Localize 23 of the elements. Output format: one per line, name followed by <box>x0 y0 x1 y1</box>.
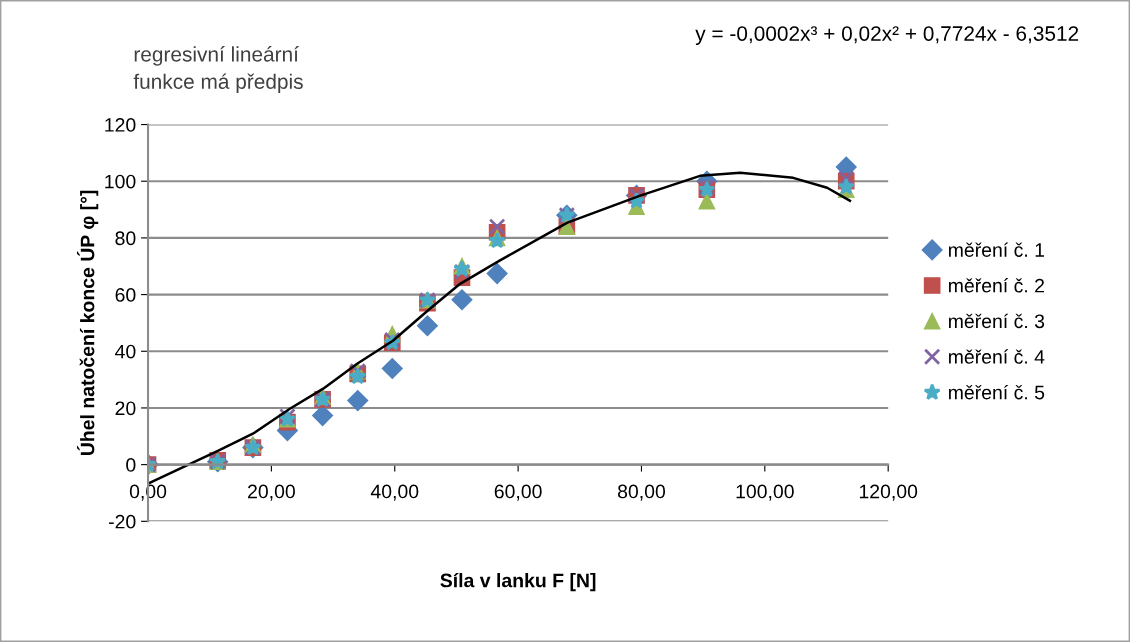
legend-label: měření č. 4 <box>949 349 1045 364</box>
legend-label: měření č. 5 <box>949 384 1045 400</box>
legend-label: měření č. 3 <box>949 313 1045 329</box>
y-tick-label: 60 <box>115 288 136 302</box>
text: y = -0,0002x³ + 0,02x² + 0,7724x - 6,3512 <box>695 26 1079 46</box>
x-tick-label: 120,00 <box>859 484 918 501</box>
x-tick-label: 60,00 <box>494 484 542 501</box>
y-tick-label: 100 <box>105 174 136 189</box>
y-tick-label: 20 <box>115 401 136 416</box>
legend-label: měření č. 1 <box>949 242 1045 257</box>
x-tick-label: 20,00 <box>248 484 295 501</box>
legend-label: měření č. 2 <box>949 278 1044 293</box>
y-tick-label: -20 <box>108 514 136 529</box>
y-tick-label: 0 <box>126 458 136 472</box>
y-tick-label: 120 <box>105 118 136 132</box>
x-tick-label: 100,00 <box>736 484 794 501</box>
x-axis-title: Síla v lanku F [N] <box>440 572 596 592</box>
x-tick-label: 80,00 <box>617 484 666 501</box>
y-tick-label: 40 <box>115 344 136 359</box>
x-tick-label: 40,00 <box>370 484 419 501</box>
text: regresivní lineární funkce má předpis <box>133 46 303 94</box>
y-tick-label: 80 <box>115 231 136 246</box>
y-axis-title: Úhel natočení konce ÚP φ [°] <box>76 190 99 456</box>
